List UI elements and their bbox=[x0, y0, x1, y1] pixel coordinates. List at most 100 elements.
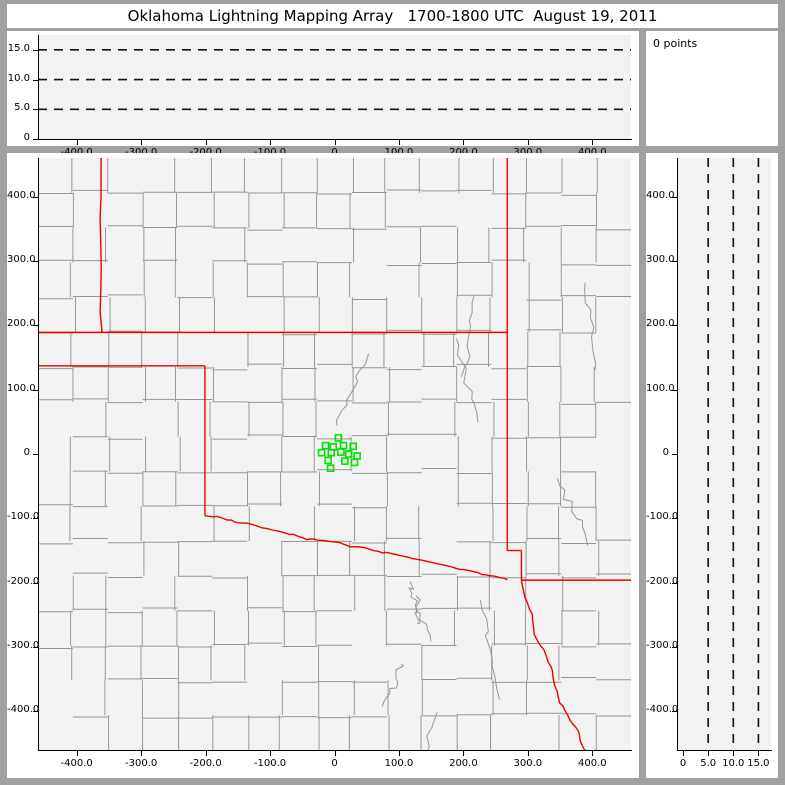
x-axis-line bbox=[38, 139, 632, 140]
x-tick bbox=[398, 140, 400, 145]
y-tick-label: -300.0 bbox=[646, 640, 679, 652]
x-tick bbox=[708, 751, 710, 756]
x-tick bbox=[398, 751, 400, 756]
y-tick-label: -300.0 bbox=[7, 640, 40, 652]
y-tick-label: 5.0 bbox=[14, 102, 30, 114]
y-axis-line bbox=[38, 35, 39, 140]
y-tick-label: 15.0 bbox=[7, 42, 30, 54]
y-tick bbox=[33, 196, 39, 198]
x-tick bbox=[270, 140, 272, 145]
y-tick-label: 300.0 bbox=[7, 253, 36, 265]
x-tick bbox=[592, 751, 594, 756]
x-tick-label: 300.0 bbox=[498, 147, 558, 158]
x-tick-label: -100.0 bbox=[253, 758, 287, 769]
x-tick-label: -300.0 bbox=[125, 758, 158, 769]
x-tick-label: 0 bbox=[331, 758, 338, 769]
east-west-projection-panel[interactable]: -400.0 -300.0 -200.0 -100.0 0 100.0 200.0 300.0… bbox=[646, 153, 778, 778]
x-tick-label: -200.0 bbox=[189, 758, 222, 769]
y-tick bbox=[33, 389, 39, 391]
y-tick-label: 200.0 bbox=[7, 318, 36, 330]
y-tick-label: -100.0 bbox=[646, 511, 679, 523]
y-tick bbox=[672, 711, 678, 713]
x-tick bbox=[141, 140, 143, 145]
map-vector-layer bbox=[38, 158, 631, 750]
y-tick-label: 0 bbox=[662, 447, 669, 458]
x-tick bbox=[205, 140, 207, 145]
x-tick bbox=[205, 751, 207, 756]
title-bar: Oklahoma Lightning Mapping Array 1700-18… bbox=[7, 4, 778, 28]
y-tick-label: 400.0 bbox=[646, 189, 675, 201]
y-tick-label: 100.0 bbox=[7, 382, 36, 394]
x-tick bbox=[76, 140, 78, 145]
x-tick bbox=[683, 751, 685, 756]
x-tick-label: 0 bbox=[679, 758, 687, 769]
y-tick-label: 400.0 bbox=[7, 189, 36, 201]
x-tick bbox=[334, 140, 336, 145]
y-tick bbox=[33, 582, 39, 584]
x-tick-label: 10.0 bbox=[722, 758, 745, 769]
x-axis-line bbox=[677, 750, 772, 751]
x-tick-label: -300.0 bbox=[111, 147, 171, 158]
y-tick bbox=[33, 139, 39, 140]
x-tick-label: -100.0 bbox=[240, 147, 300, 158]
y-tick bbox=[672, 389, 678, 391]
x-tick bbox=[141, 751, 143, 756]
y-tick bbox=[33, 711, 39, 713]
y-tick bbox=[33, 260, 39, 262]
x-tick bbox=[527, 140, 529, 145]
x-tick bbox=[758, 751, 760, 756]
x-tick bbox=[76, 751, 78, 756]
y-tick bbox=[672, 647, 678, 649]
info-panel: 0 points bbox=[646, 31, 778, 146]
y-tick-label: 200.0 bbox=[646, 318, 675, 330]
y-tick-label: 100.0 bbox=[646, 382, 675, 394]
x-tick bbox=[334, 751, 336, 756]
x-tick bbox=[592, 140, 594, 145]
y-tick-label: -200.0 bbox=[7, 575, 40, 587]
map-plot-area[interactable] bbox=[38, 158, 631, 750]
time-height-panel[interactable]: 0 5.0 10.0 15.0 -400.0 -300.0 -200.0 -100.0 0 100… bbox=[7, 31, 639, 158]
y-tick-label: -400.0 bbox=[646, 704, 679, 716]
point-count-label: 0 points bbox=[653, 37, 698, 50]
map-panel[interactable]: -400.0 -300.0 -200.0 -100.0 0 100.0 200.0 300.0… bbox=[7, 153, 639, 778]
x-tick-label: 100.0 bbox=[369, 147, 429, 158]
y-tick bbox=[672, 260, 678, 262]
x-tick bbox=[463, 751, 465, 756]
x-tick-label: 15.0 bbox=[747, 758, 770, 769]
x-axis-line bbox=[38, 750, 632, 751]
y-tick bbox=[672, 325, 678, 327]
y-tick bbox=[33, 647, 39, 649]
y-tick-label: -100.0 bbox=[7, 511, 40, 523]
x-tick bbox=[463, 140, 465, 145]
y-tick bbox=[33, 518, 39, 520]
y-tick bbox=[33, 109, 39, 111]
page-title: Oklahoma Lightning Mapping Array 1700-18… bbox=[127, 7, 658, 25]
y-tick bbox=[672, 196, 678, 198]
y-tick bbox=[33, 49, 39, 51]
y-tick-label: 300.0 bbox=[646, 253, 675, 265]
y-tick bbox=[672, 518, 678, 520]
y-tick bbox=[672, 582, 678, 584]
x-tick bbox=[270, 751, 272, 756]
x-tick-label: 0 bbox=[305, 147, 365, 158]
y-tick-label: -200.0 bbox=[646, 575, 679, 587]
x-tick-label: -200.0 bbox=[176, 147, 236, 158]
time-height-vector-layer bbox=[38, 49, 631, 111]
x-tick-label: 200.0 bbox=[433, 147, 493, 158]
projection-vector-layer bbox=[707, 158, 760, 750]
y-tick bbox=[33, 325, 39, 327]
y-tick bbox=[672, 454, 678, 455]
time-height-plot-area[interactable] bbox=[38, 35, 631, 139]
x-tick-label: 200.0 bbox=[449, 758, 478, 769]
y-tick-label: 0 bbox=[23, 132, 30, 143]
projection-plot-area[interactable] bbox=[677, 158, 771, 750]
y-tick bbox=[33, 79, 39, 81]
x-tick-label: 400.0 bbox=[562, 147, 622, 158]
x-tick-label: 300.0 bbox=[513, 758, 543, 769]
x-tick-label: 5.0 bbox=[700, 758, 717, 769]
x-tick bbox=[733, 751, 735, 756]
y-tick-label: 10.0 bbox=[7, 72, 30, 84]
x-tick-label: 400.0 bbox=[577, 758, 607, 769]
x-tick-label: -400.0 bbox=[60, 758, 93, 769]
